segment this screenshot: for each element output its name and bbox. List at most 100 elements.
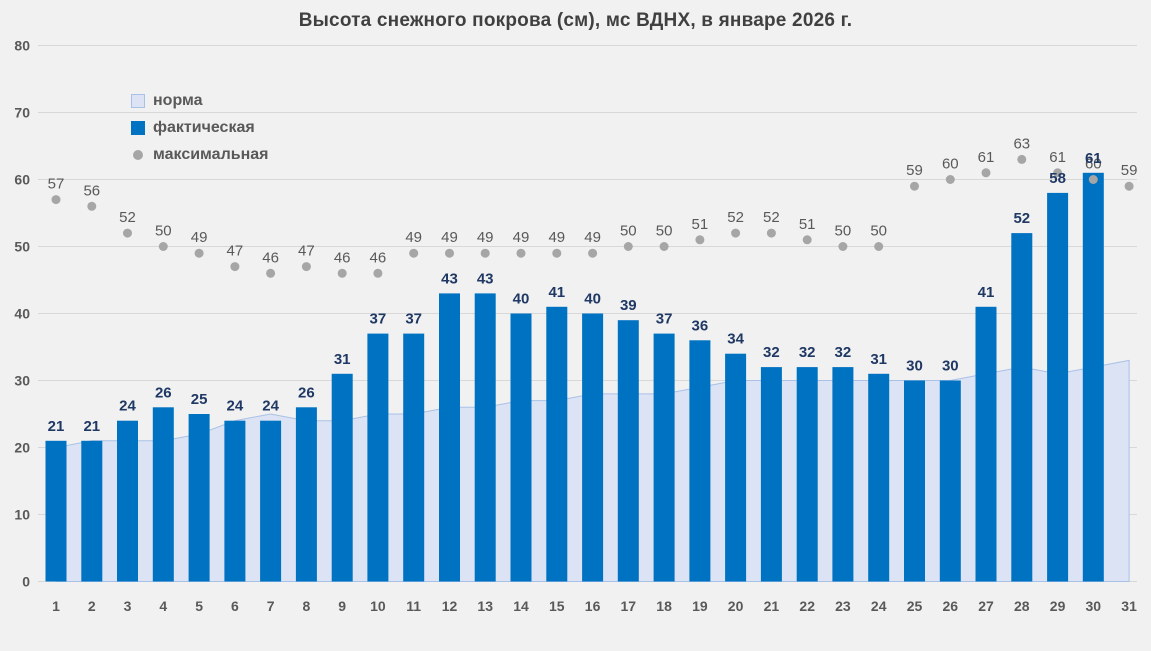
max-dot-day-9 <box>337 268 347 278</box>
x-axis-day-label: 10 <box>370 598 386 614</box>
max-dot-day-22 <box>802 235 812 245</box>
bar-value-label: 31 <box>334 351 351 368</box>
max-value-label: 49 <box>191 229 208 246</box>
max-value-label: 52 <box>763 209 780 226</box>
max-value-label: 47 <box>298 243 315 260</box>
max-value-label: 57 <box>48 176 65 193</box>
max-value-label: 49 <box>441 229 458 246</box>
max-dot-day-27 <box>981 168 991 178</box>
max-value-label: 59 <box>906 162 923 179</box>
chart-title: Высота снежного покрова (см), мс ВДНХ, в… <box>298 10 853 31</box>
bar-value-label: 30 <box>906 358 923 375</box>
legend-item-actual: фактическая <box>131 119 268 137</box>
actual-bar-day-23 <box>832 367 854 582</box>
max-value-label: 46 <box>334 249 351 266</box>
x-axis-day-label: 30 <box>1086 598 1102 614</box>
legend-item-max: максимальная <box>131 146 268 164</box>
actual-bar-day-2 <box>81 440 103 582</box>
legend-item-norm: норма <box>131 92 268 110</box>
bar-value-label: 21 <box>83 418 100 435</box>
bar-value-label: 41 <box>978 284 995 301</box>
actual-bar-day-30 <box>1082 172 1104 582</box>
max-value-label: 61 <box>978 149 995 166</box>
max-dot-day-11 <box>409 248 419 258</box>
max-dot-day-14 <box>516 248 526 258</box>
y-axis-tick-label: 10 <box>14 507 30 523</box>
actual-bar-day-18 <box>653 333 675 582</box>
max-dot-day-10 <box>373 268 383 278</box>
y-axis-tick-label: 70 <box>14 105 30 121</box>
x-axis-day-label: 8 <box>303 598 311 614</box>
max-value-label: 52 <box>119 209 136 226</box>
bar-value-label: 31 <box>870 351 887 368</box>
actual-bar-day-19 <box>689 340 711 582</box>
max-value-label: 47 <box>227 243 244 260</box>
max-value-label: 50 <box>620 223 637 240</box>
y-axis-tick-label: 50 <box>14 239 30 255</box>
bar-value-label: 25 <box>191 391 208 408</box>
max-dot-day-28 <box>1017 154 1027 164</box>
x-axis-day-label: 18 <box>656 598 672 614</box>
max-value-label: 56 <box>83 182 100 199</box>
x-axis-day-label: 12 <box>442 598 458 614</box>
max-dot-day-18 <box>659 242 669 251</box>
actual-bar-day-24 <box>868 373 890 582</box>
y-axis-tick-label: 30 <box>14 373 30 389</box>
bar-value-label: 37 <box>656 311 673 328</box>
max-dot-day-3 <box>123 228 132 238</box>
bar-value-label: 26 <box>155 384 172 401</box>
max-dot-day-16 <box>588 248 598 258</box>
actual-bar-day-29 <box>1047 192 1069 582</box>
actual-bar-day-5 <box>188 414 210 582</box>
x-axis-day-label: 4 <box>159 598 167 614</box>
x-axis-day-label: 20 <box>728 598 744 614</box>
y-axis-tick-label: 40 <box>14 306 30 322</box>
actual-bar-day-1 <box>45 440 67 582</box>
max-value-label: 51 <box>692 216 709 233</box>
actual-bar-day-3 <box>117 420 138 582</box>
actual-bar-day-26 <box>939 380 961 582</box>
x-axis-day-label: 27 <box>978 598 994 614</box>
bar-value-label: 24 <box>262 398 279 415</box>
bar-value-label: 43 <box>477 270 494 287</box>
max-value-label: 50 <box>656 223 673 240</box>
max-dot-day-19 <box>695 235 705 245</box>
max-dot-day-31 <box>1124 181 1134 191</box>
actual-bar-day-9 <box>331 373 353 582</box>
max-value-label: 50 <box>870 223 887 240</box>
x-axis-day-label: 31 <box>1121 598 1137 614</box>
actual-bar-day-13 <box>474 293 496 582</box>
x-axis-day-label: 17 <box>621 598 637 614</box>
actual-bar-day-11 <box>403 333 425 582</box>
max-dot-day-21 <box>766 228 776 238</box>
max-dot-day-25 <box>910 181 919 191</box>
max-dot-day-24 <box>874 242 884 251</box>
bar-value-label: 41 <box>548 284 565 301</box>
max-value-label: 50 <box>155 223 172 240</box>
x-axis-day-label: 5 <box>195 598 203 614</box>
bar-value-label: 32 <box>763 344 780 361</box>
x-axis-day-label: 23 <box>835 598 851 614</box>
max-dot-day-12 <box>445 248 454 258</box>
bar-value-label: 21 <box>48 418 65 435</box>
max-dot-day-26 <box>945 175 955 184</box>
bar-value-label: 32 <box>799 344 816 361</box>
max-dot-day-17 <box>623 242 633 251</box>
max-value-label: 49 <box>405 229 422 246</box>
bar-value-label: 26 <box>298 384 315 401</box>
legend-label: фактическая <box>153 119 255 136</box>
max-value-label: 52 <box>727 209 744 226</box>
x-axis-day-label: 2 <box>88 598 96 614</box>
x-axis-day-label: 1 <box>52 598 60 614</box>
max-value-label: 49 <box>513 229 530 246</box>
actual-bar-day-12 <box>439 293 460 582</box>
bar-value-label: 52 <box>1013 210 1030 227</box>
x-axis-day-label: 11 <box>406 598 421 614</box>
bar-value-label: 58 <box>1049 170 1066 187</box>
actual-bar-day-8 <box>295 407 317 582</box>
x-axis-day-label: 26 <box>943 598 959 614</box>
max-dot-day-5 <box>194 248 204 258</box>
max-value-label: 61 <box>1049 149 1066 166</box>
